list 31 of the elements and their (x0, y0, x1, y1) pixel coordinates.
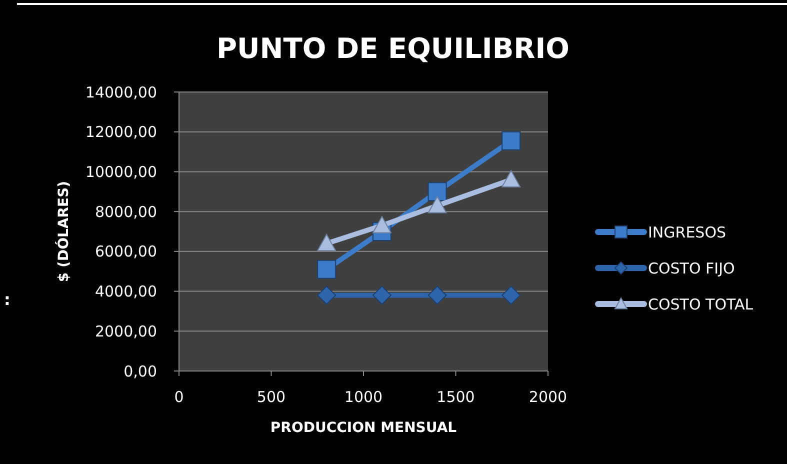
legend-label: COSTO TOTAL (648, 295, 754, 314)
x-tick-label: 1500 (436, 388, 475, 406)
chart-title: PUNTO DE EQUILIBRIO (216, 32, 570, 65)
point (317, 286, 336, 305)
x-tick-label: 2000 (528, 388, 568, 406)
point (372, 216, 392, 234)
point (502, 170, 521, 188)
point (502, 286, 521, 305)
x-tick-label: 500 (256, 388, 286, 406)
x-tick-label: 0 (174, 388, 184, 406)
y-tick-label: 4000,00 (94, 282, 157, 301)
point (428, 286, 447, 305)
y-tick-label: 10000,00 (85, 162, 157, 181)
legend-label: COSTO FIJO (648, 259, 735, 278)
legend-label: INGRESOS (648, 223, 726, 242)
point (317, 260, 336, 279)
point (502, 131, 521, 150)
point (372, 286, 392, 305)
y-tick-label: 0,00 (124, 362, 157, 380)
y-tick-label: 8000,00 (94, 202, 157, 221)
point (317, 234, 336, 252)
x-axis-title: PRODUCCION MENSUAL (270, 420, 457, 436)
y-tick-label: 2000,00 (94, 322, 157, 340)
y-tick-label: 14000,00 (85, 83, 157, 102)
point (428, 196, 447, 214)
y-tick-label: 12000,00 (85, 123, 157, 142)
y-tick-label: 6000,00 (94, 242, 157, 261)
point (428, 182, 447, 202)
x-tick-label: 1000 (344, 388, 383, 406)
y-axis-title: $ (DÓLARES) (55, 180, 72, 282)
text: : (4, 290, 10, 309)
